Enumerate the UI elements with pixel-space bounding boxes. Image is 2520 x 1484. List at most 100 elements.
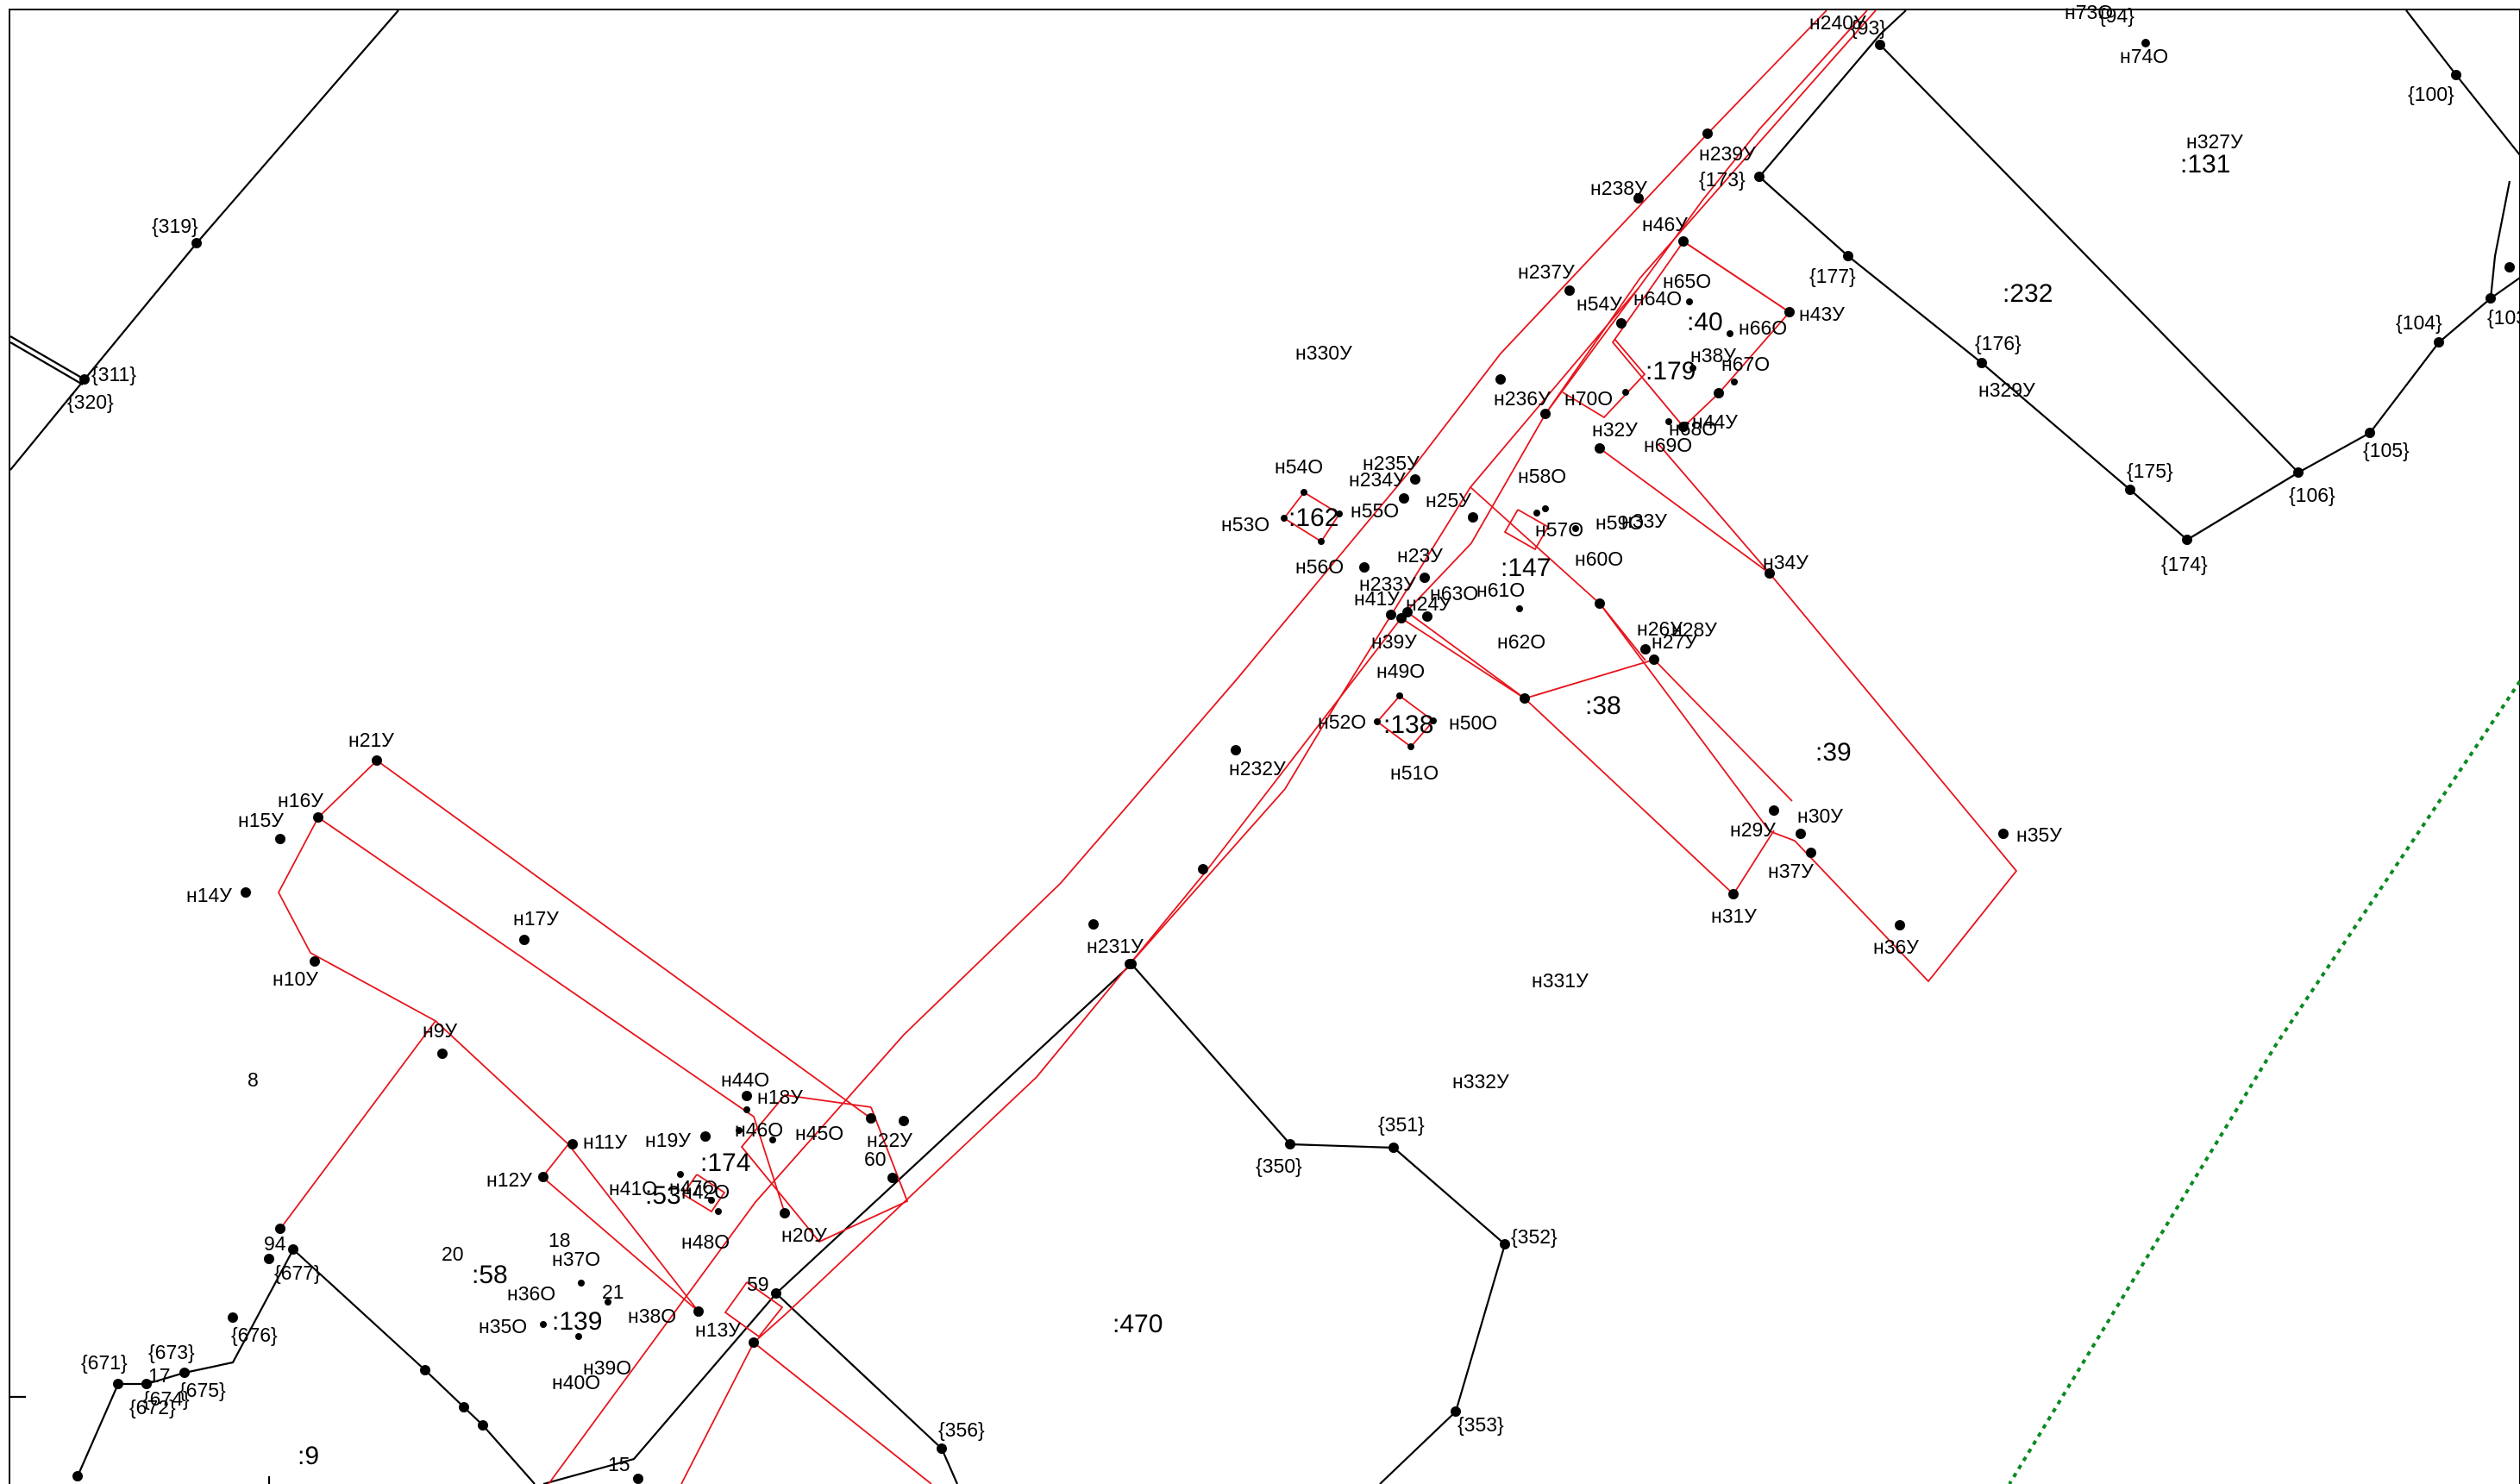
point-label: {175} <box>2127 460 2173 482</box>
point-label: н237У <box>1518 260 1575 283</box>
boundary-points <box>72 39 2515 1484</box>
point-label: н69О <box>1644 434 1692 456</box>
new-point-labels-u: н240У н239У н238У н237У н236У н235У н234… <box>186 11 2243 1341</box>
point-label: н64О <box>1633 287 1682 310</box>
point-label: н329У <box>1978 379 2035 401</box>
point-label: н37У <box>1768 860 1814 882</box>
point-label: н53О <box>1221 513 1269 535</box>
point-label: н39О <box>583 1356 631 1379</box>
point-label: {93} <box>1851 16 1886 39</box>
point-label: н11У <box>583 1130 628 1153</box>
number-label: 8 <box>248 1068 259 1091</box>
point-label: н54О <box>1275 455 1323 478</box>
point-label: н27У <box>1652 630 1697 653</box>
point-label: н70О <box>1564 387 1613 410</box>
point-label: н34У <box>1763 551 1809 573</box>
point-label: н236У <box>1494 387 1551 410</box>
point-label: н24У <box>1406 592 1451 615</box>
point-label: {104} <box>2396 311 2442 334</box>
parcel-label: :131 <box>2180 150 2230 178</box>
point-label: {350} <box>1256 1155 1302 1177</box>
point-label: {103} <box>2487 306 2520 329</box>
existing-point-labels: {100} {319} {311} {320} {173} {177} {176… <box>67 4 2520 1441</box>
point-label: {676} <box>231 1324 278 1346</box>
point-label: н37О <box>552 1248 600 1270</box>
point-label: н238У <box>1590 177 1647 199</box>
parcel-label: :53 <box>645 1181 681 1210</box>
point-label: н240У <box>1809 11 1866 34</box>
number-label: 17 <box>148 1364 171 1387</box>
point-label: {320} <box>67 391 114 413</box>
point-label: н23У <box>1397 544 1443 567</box>
point-label: н74О <box>2120 45 2168 67</box>
point-label: н43У <box>1799 303 1845 325</box>
point-label: н332У <box>1452 1070 1509 1093</box>
point-label: н46О <box>735 1118 783 1141</box>
point-label: н38О <box>628 1305 676 1327</box>
point-label: {311} <box>91 363 136 385</box>
parcel-labels: :131 :232 :40 :179 :162 :147 :38 :39 :13… <box>298 150 2230 1470</box>
point-label: н234У <box>1349 468 1406 491</box>
point-label: н19У <box>645 1129 691 1151</box>
point-label: н18У <box>757 1086 803 1108</box>
point-label: н44О <box>721 1068 769 1091</box>
point-label: н57О <box>1535 518 1583 541</box>
point-label: н38У <box>1690 344 1736 366</box>
point-label: н10У <box>273 967 318 990</box>
parcel-label: :470 <box>1113 1310 1163 1338</box>
point-label: н67О <box>1721 353 1770 375</box>
parcel-label: :139 <box>552 1307 602 1336</box>
small-points <box>540 298 1738 1340</box>
point-label: {353} <box>1457 1413 1504 1436</box>
point-label: н35О <box>479 1315 527 1337</box>
point-label: н33У <box>1621 510 1667 532</box>
point-label: {352} <box>1511 1225 1558 1248</box>
new-boundaries <box>277 9 2018 1484</box>
number-label: 21 <box>602 1280 624 1303</box>
parcel-label: :40 <box>1687 308 1723 336</box>
point-label: {100} <box>2408 83 2454 105</box>
point-label: н13У <box>695 1318 741 1341</box>
point-label: н65О <box>1663 270 1711 292</box>
zone-boundary <box>2008 679 2520 1484</box>
point-label: н22У <box>867 1129 912 1151</box>
point-label: н41У <box>1354 587 1400 610</box>
point-label: н46У <box>1642 213 1688 235</box>
point-label: н56О <box>1295 555 1344 578</box>
point-label: н25У <box>1426 489 1471 511</box>
point-label: н61О <box>1476 579 1525 601</box>
parcel-label: :58 <box>472 1261 508 1289</box>
point-label: н233У <box>1359 573 1416 595</box>
parcel-label: :232 <box>2003 279 2053 308</box>
point-label: {675} <box>179 1379 226 1401</box>
point-label: н35У <box>2016 823 2062 846</box>
point-label: н231У <box>1087 935 1144 957</box>
parcel-label: :9 <box>298 1442 319 1470</box>
point-label: н12У <box>486 1168 532 1191</box>
point-label: н49О <box>1376 660 1425 682</box>
point-label: н232У <box>1229 757 1286 780</box>
point-label: н45О <box>795 1122 843 1144</box>
parcel-label: :138 <box>1383 711 1433 739</box>
point-label: {677} <box>274 1262 321 1284</box>
point-label: н73О <box>2065 1 2113 23</box>
parcel-label: :179 <box>1646 357 1696 385</box>
point-label: н14У <box>186 884 232 906</box>
point-label: {673} <box>148 1341 195 1363</box>
number-label: 59 <box>747 1273 769 1295</box>
point-label: {319} <box>152 215 198 237</box>
point-label: н54У <box>1577 292 1622 315</box>
point-label: н41О <box>609 1177 657 1199</box>
point-label: н51О <box>1390 761 1439 784</box>
point-label: н16У <box>278 789 323 811</box>
point-label: н55О <box>1351 499 1399 522</box>
point-label: н26У <box>1637 617 1683 640</box>
point-label: {671} <box>81 1351 128 1374</box>
point-label: {356} <box>938 1418 985 1441</box>
point-label: н39У <box>1371 630 1417 653</box>
point-label: н62О <box>1497 630 1545 653</box>
parcel-label: :174 <box>700 1149 750 1177</box>
point-label: {94} <box>2099 4 2134 27</box>
parcel-label: :38 <box>1585 692 1621 720</box>
